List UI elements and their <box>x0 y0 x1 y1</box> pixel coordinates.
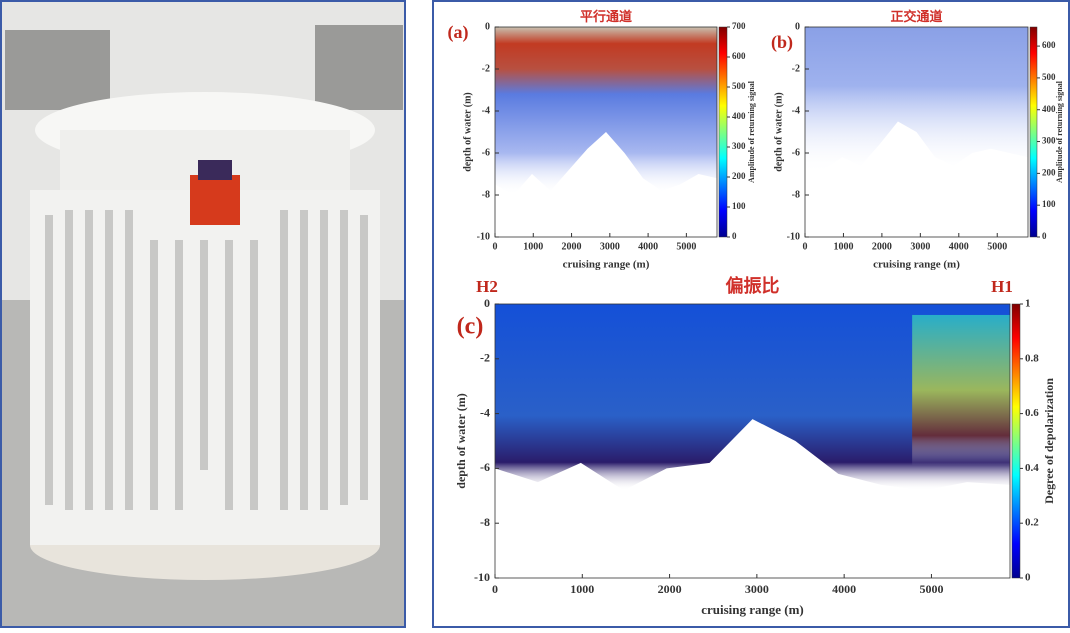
colorbar-tick-label: 600 <box>732 51 746 61</box>
y-tick-label: -2 <box>792 63 800 74</box>
colorbar-tick-label: 300 <box>1042 136 1056 146</box>
x-tick-label: 2000 <box>658 582 682 596</box>
panel-label: (b) <box>771 32 793 53</box>
y-tick-label: -6 <box>482 147 490 158</box>
y-tick-label: -4 <box>482 105 490 116</box>
colorbar-tick-label: 400 <box>1042 104 1056 114</box>
direction-tag: H2 <box>476 277 498 296</box>
panel-title: 平行通道 <box>580 9 632 24</box>
colorbar-tick-label: 700 <box>732 21 746 31</box>
colorbar-tick-label: 0.6 <box>1025 407 1039 419</box>
x-tick-label: 3000 <box>745 582 769 596</box>
colorbar-tick-label: 0 <box>1025 572 1031 584</box>
x-tick-label: 1000 <box>833 241 853 252</box>
y-tick-label: -10 <box>477 231 490 242</box>
y-tick-label: -6 <box>480 460 490 474</box>
colorbar-tick-label: 300 <box>732 141 746 151</box>
colorbar-tick-label: 500 <box>732 81 746 91</box>
x-axis-label: cruising range (m) <box>873 259 960 271</box>
colorbar-label: Amplitude of returning signal <box>1055 80 1064 183</box>
y-tick-label: -8 <box>792 189 800 200</box>
y-tick-label: 0 <box>795 21 800 32</box>
heatmap <box>805 27 1028 174</box>
x-tick-label: 5000 <box>919 582 943 596</box>
colorbar-tick-label: 1 <box>1025 298 1031 310</box>
y-axis-label: depth of water (m) <box>454 393 468 488</box>
panel-title: 偏振比 <box>726 275 780 296</box>
plot-frame <box>494 303 1011 579</box>
colorbar <box>1029 26 1038 238</box>
colorbar-tick-label: 0 <box>1042 231 1047 241</box>
colorbar-label: Amplitude of returning signal <box>747 80 756 183</box>
x-tick-label: 3000 <box>600 241 620 252</box>
x-tick-label: 4000 <box>949 241 969 252</box>
x-tick-label: 2000 <box>562 241 582 252</box>
colorbar-tick-label: 0.4 <box>1025 462 1039 474</box>
y-axis-label: depth of water (m) <box>462 92 473 172</box>
x-tick-label: 0 <box>803 241 808 252</box>
x-tick-label: 4000 <box>832 582 856 596</box>
y-tick-label: -8 <box>480 515 490 529</box>
plot-frame <box>804 26 1029 238</box>
x-tick-label: 1000 <box>523 241 543 252</box>
colorbar-tick-label: 0 <box>732 231 737 241</box>
heatmap <box>495 27 717 195</box>
x-tick-label: 5000 <box>676 241 696 252</box>
x-tick-label: 3000 <box>910 241 930 252</box>
x-tick-label: 1000 <box>570 582 594 596</box>
colorbar-tick-label: 200 <box>1042 167 1056 177</box>
colorbar <box>718 26 728 238</box>
heatmap-region <box>912 314 1010 466</box>
colorbar-tick-label: 100 <box>732 201 746 211</box>
panel-label: (a) <box>448 22 469 43</box>
photo <box>0 0 406 628</box>
y-tick-label: -10 <box>474 570 490 584</box>
y-tick-label: -4 <box>480 405 490 419</box>
colorbar <box>1011 303 1021 579</box>
y-tick-label: -2 <box>480 351 490 365</box>
colorbar-label: Degree of depolarization <box>1042 378 1056 504</box>
colorbar-tick-label: 0.8 <box>1025 352 1039 364</box>
colorbar-tick-label: 0.2 <box>1025 517 1039 529</box>
x-tick-label: 4000 <box>638 241 658 252</box>
direction-tag: H1 <box>991 277 1013 296</box>
x-tick-label: 0 <box>492 582 498 596</box>
x-axis-label: cruising range (m) <box>563 259 650 271</box>
y-tick-label: 0 <box>485 21 490 32</box>
y-axis-label: depth of water (m) <box>773 92 784 172</box>
y-tick-label: 0 <box>484 296 490 310</box>
colorbar-tick-label: 500 <box>1042 72 1056 82</box>
heatmap <box>495 304 1010 491</box>
x-tick-label: 5000 <box>987 241 1007 252</box>
y-tick-label: -2 <box>482 63 490 74</box>
panel-title: 正交通道 <box>890 9 942 24</box>
y-tick-label: -8 <box>482 189 490 200</box>
colorbar-tick-label: 600 <box>1042 40 1056 50</box>
plot-frame <box>494 26 718 238</box>
y-tick-label: -6 <box>792 147 800 158</box>
y-tick-label: -4 <box>792 105 800 116</box>
panel-label: (c) <box>457 314 484 340</box>
x-tick-label: 0 <box>493 241 498 252</box>
colorbar-tick-label: 400 <box>732 111 746 121</box>
y-tick-label: -10 <box>787 231 800 242</box>
x-axis-label: cruising range (m) <box>701 602 804 617</box>
colorbar-tick-label: 200 <box>732 171 746 181</box>
colorbar-tick-label: 100 <box>1042 199 1056 209</box>
x-tick-label: 2000 <box>872 241 892 252</box>
